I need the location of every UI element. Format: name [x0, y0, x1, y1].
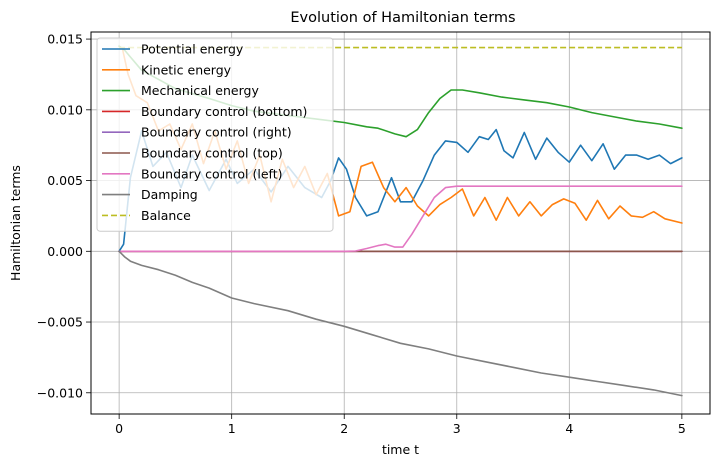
legend: Potential energy Kinetic energy Mechanical… [96, 37, 334, 232]
y-tick-label: −0.010 [37, 385, 83, 400]
y-tick-label: 0.005 [47, 173, 83, 188]
legend-label: Boundary control (left) [141, 166, 282, 181]
ticks: 0 1 2 3 4 5 −0.010 −0.005 0.000 0.005 0.010 0.015 [37, 32, 686, 436]
legend-label: Boundary control (top) [141, 146, 283, 161]
series-line-damping [118, 250, 683, 397]
y-tick-label: 0.000 [47, 244, 83, 259]
x-tick-label: 4 [565, 421, 573, 436]
x-tick-label: 0 [115, 421, 123, 436]
x-tick-label: 2 [340, 421, 348, 436]
y-axis-title: Hamiltonian terms [8, 165, 23, 281]
y-tick-label: 0.015 [47, 32, 83, 47]
legend-label: Boundary control (bottom) [141, 104, 307, 119]
plot-frame [90, 31, 711, 415]
x-tick-label: 5 [678, 421, 686, 436]
x-tick-label: 3 [453, 421, 461, 436]
legend-label: Kinetic energy [141, 62, 232, 77]
x-tick-label: 1 [228, 421, 236, 436]
legend-box [96, 37, 334, 232]
y-tick-label: −0.005 [37, 315, 83, 330]
x-axis-title: time t [382, 442, 419, 457]
legend-label: Potential energy [141, 42, 244, 57]
y-tick-label: 0.010 [47, 102, 83, 117]
legend-label: Mechanical energy [141, 83, 259, 98]
legend-label: Damping [141, 187, 198, 202]
legend-label: Boundary control (right) [141, 125, 292, 140]
legend-label: Balance [141, 208, 191, 223]
chart-title: Evolution of Hamiltonian terms [290, 10, 515, 26]
series-line-boundary-control-left [118, 185, 683, 253]
